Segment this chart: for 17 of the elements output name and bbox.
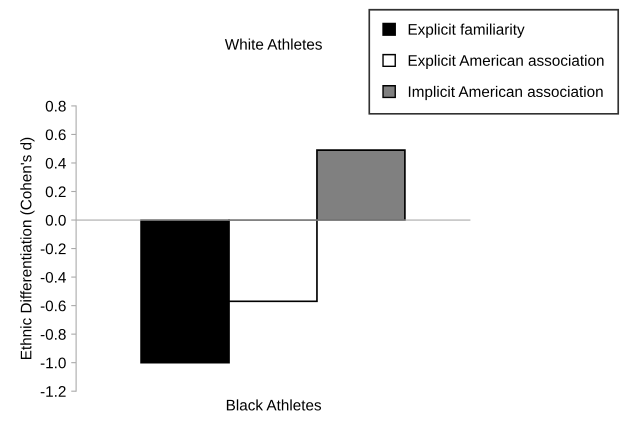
y-tick-label: 0.2 [46,186,66,198]
y-tick-label: 0.6 [46,129,66,140]
legend-label: Implicit American association [408,86,603,100]
y-tick-label: 0.8 [46,100,66,112]
text: White Athletes [224,38,322,50]
text: Black Athletes [226,399,322,411]
y-tick-label: 0.0 [46,214,66,226]
y-tick-label: -0.4 [40,272,66,283]
y-tick-label: -0.8 [40,329,66,340]
y-tick-label: -1.0 [40,358,66,368]
legend-label: Explicit American association [408,54,604,69]
y-tick-label: -0.6 [40,300,66,312]
y-tick-label: -1.2 [40,386,66,397]
legend-label: Explicit familiarity [408,24,525,38]
y-tick-label: -0.2 [40,243,66,254]
y-axis-title: Ethnic Differentiation (Cohen's d) [20,138,34,360]
y-tick-label: 0.4 [46,158,66,169]
